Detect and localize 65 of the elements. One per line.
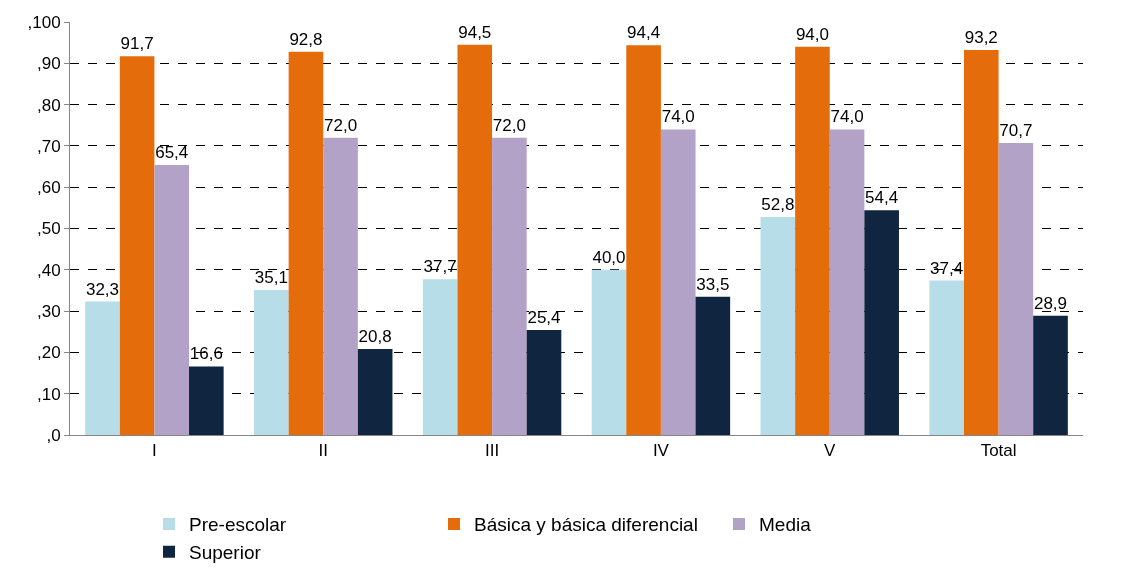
legend-label: Pre-escolar — [189, 514, 287, 536]
bar — [998, 143, 1034, 435]
x-tick-label: III — [484, 441, 500, 461]
bar — [864, 210, 899, 435]
bar — [323, 137, 358, 435]
data-label: 40,0 — [592, 247, 626, 267]
data-label: 94,5 — [458, 22, 492, 42]
data-label: 20,8 — [358, 327, 392, 347]
data-label: 32,3 — [85, 279, 120, 299]
bar — [492, 137, 527, 435]
legend-label: Básica y básica diferencial — [474, 514, 698, 536]
data-label: 35,1 — [254, 268, 288, 288]
y-tick-label: ,10 — [36, 384, 61, 404]
y-tick-label: ,20 — [36, 343, 61, 363]
data-label: 94,4 — [627, 23, 661, 43]
y-tick-label: ,100 — [27, 12, 61, 32]
legend-label: Superior — [189, 542, 262, 564]
data-label: 92,8 — [289, 29, 323, 49]
x-tick-label: IV — [652, 441, 670, 461]
bar — [760, 216, 796, 435]
y-tick-label: ,0 — [46, 425, 61, 445]
bar — [795, 46, 830, 435]
data-label: 54,4 — [865, 188, 899, 208]
data-label: 91,7 — [120, 34, 154, 54]
data-label: 52,8 — [761, 194, 795, 214]
data-label: 33,5 — [696, 274, 730, 294]
x-tick-label: I — [152, 441, 157, 461]
bar — [929, 280, 964, 435]
bar — [660, 129, 696, 435]
bar — [1033, 315, 1068, 435]
x-tick-label: II — [318, 441, 328, 461]
data-label: 72,0 — [492, 115, 526, 135]
data-label: 65,4 — [155, 142, 189, 162]
y-tick-label: ,50 — [36, 219, 61, 239]
data-label: 28,9 — [1033, 293, 1068, 313]
bar — [254, 290, 289, 435]
bar — [526, 330, 562, 435]
data-label: 93,2 — [964, 28, 998, 48]
bar — [457, 44, 493, 435]
y-tick-label: ,70 — [36, 136, 61, 156]
bar — [154, 164, 190, 435]
bar — [626, 45, 661, 435]
y-tick-label: ,40 — [36, 260, 61, 280]
y-tick-label: ,90 — [36, 54, 61, 74]
data-label: 70,7 — [999, 121, 1033, 141]
bar — [119, 56, 155, 435]
bar — [85, 301, 120, 435]
bar — [963, 50, 999, 435]
y-tick-label: ,30 — [36, 302, 61, 322]
bar — [422, 279, 458, 435]
data-label: 72,0 — [324, 115, 358, 135]
x-tick-label: Total — [980, 441, 1017, 461]
x-tick-label: V — [824, 441, 837, 461]
bar — [695, 296, 731, 435]
y-tick-label: ,60 — [36, 178, 61, 198]
data-label: 94,0 — [795, 24, 829, 44]
bar — [288, 51, 324, 435]
bar — [591, 269, 627, 435]
data-label: 74,0 — [661, 107, 695, 127]
data-label: 74,0 — [830, 107, 864, 127]
bar — [189, 366, 224, 435]
bar — [357, 349, 393, 435]
y-tick-label: ,80 — [36, 95, 61, 115]
bar — [829, 129, 865, 435]
legend-label: Media — [759, 514, 812, 536]
